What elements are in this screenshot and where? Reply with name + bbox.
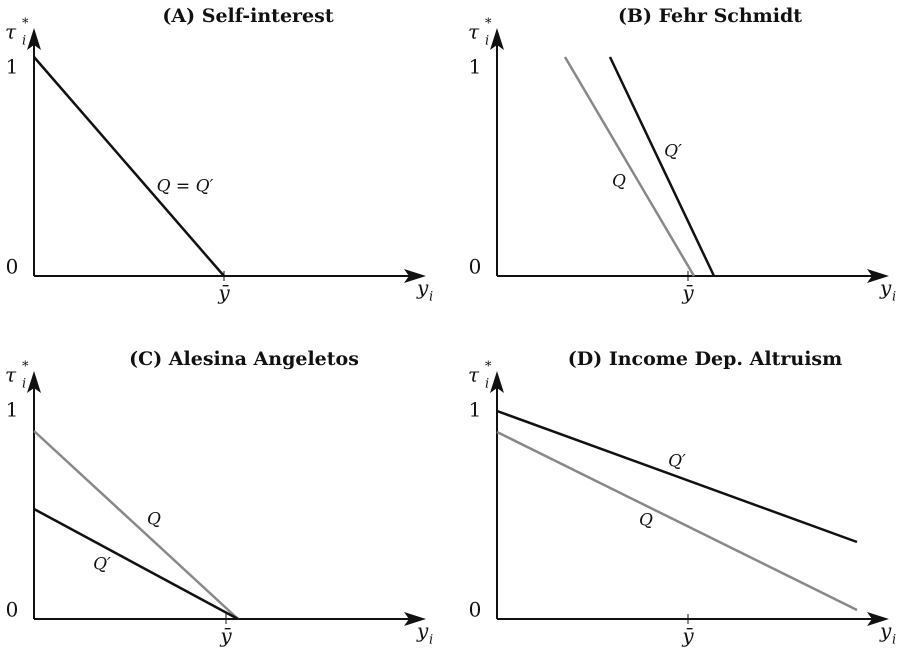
x-axis-symbol: y — [416, 619, 429, 643]
panel-title: (C) Alesina Angeletos — [129, 348, 359, 370]
x-axis-sub: i — [429, 290, 433, 305]
x-arrow — [404, 269, 426, 283]
x-tick-label: ȳ — [681, 624, 694, 648]
y-tick-label: 0 — [6, 598, 19, 622]
y-axis-symbol: τ — [468, 363, 480, 387]
x-axis-sub: i — [429, 633, 433, 648]
y-tick-label: 0 — [469, 255, 482, 279]
curve-label: Q = Q′ — [157, 177, 214, 197]
curve-label: Q′ — [668, 452, 686, 472]
x-axis-symbol: y — [879, 276, 892, 300]
y-axis-symbol: τ — [468, 20, 480, 44]
curve-label: Q — [147, 510, 161, 530]
x-axis-sub: i — [892, 290, 896, 305]
x-axis-symbol: y — [879, 619, 892, 643]
panel-title: (B) Fehr Schmidt — [618, 5, 802, 27]
y-axis-sup: * — [485, 360, 492, 375]
curve-label: Q — [612, 172, 626, 192]
y-axis-sub: i — [22, 34, 26, 49]
curve — [496, 409, 858, 544]
curve — [33, 430, 239, 620]
x-axis-sub: i — [892, 633, 896, 648]
y-tick-label: 1 — [469, 398, 482, 422]
panel-title: (D) Income Dep. Altruism — [568, 348, 842, 370]
y-arrow — [490, 371, 504, 393]
curve-label: Q′ — [664, 142, 682, 162]
y-axis-sup: * — [22, 17, 29, 32]
y-arrow — [27, 28, 41, 50]
x-arrow — [867, 612, 889, 626]
x-tick-label: ȳ — [217, 281, 230, 305]
panel-title: (A) Self-interest — [162, 5, 333, 27]
y-tick-label: 0 — [469, 598, 482, 622]
y-axis-symbol: τ — [5, 20, 17, 44]
x-arrow — [867, 269, 889, 283]
curve-label: Q — [639, 511, 653, 531]
curve — [33, 507, 239, 621]
y-tick-label: 1 — [6, 55, 19, 79]
curve — [563, 56, 696, 277]
y-tick-label: 1 — [6, 398, 19, 422]
y-tick-label: 0 — [6, 255, 19, 279]
y-axis-sub: i — [22, 377, 26, 392]
curve — [496, 430, 858, 612]
x-tick-label: ȳ — [681, 281, 694, 305]
x-axis-symbol: y — [416, 276, 429, 300]
y-arrow — [490, 28, 504, 50]
y-tick-label: 1 — [469, 55, 482, 79]
y-arrow — [27, 371, 41, 393]
y-axis-sup: * — [22, 360, 29, 375]
curve-label: Q′ — [93, 555, 111, 575]
y-axis-sub: i — [485, 34, 489, 49]
curve — [608, 56, 716, 277]
y-axis-sub: i — [485, 377, 489, 392]
x-arrow — [404, 612, 426, 626]
curve — [33, 56, 225, 277]
x-tick-label: ȳ — [219, 624, 232, 648]
y-axis-sup: * — [485, 17, 492, 32]
y-axis-symbol: τ — [5, 363, 17, 387]
